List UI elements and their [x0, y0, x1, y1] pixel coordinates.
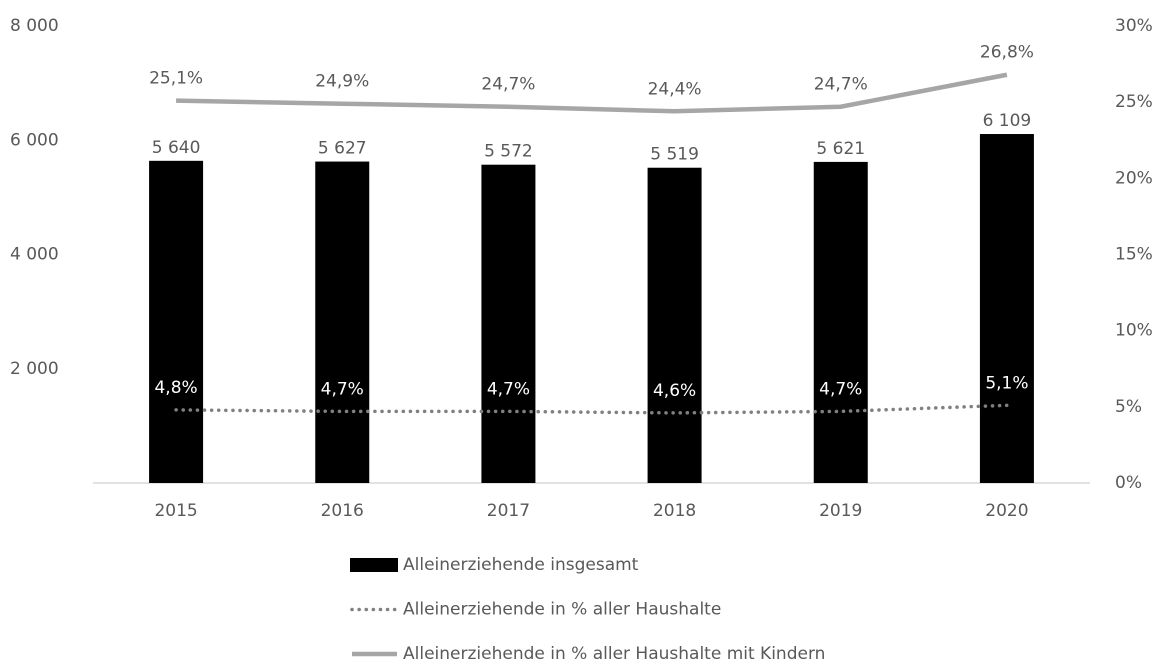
legend-label: Alleinerziehende insgesamt	[403, 555, 639, 575]
y2-tick-label: 0%	[1115, 473, 1142, 493]
legend-label: Alleinerziehende in % aller Haushalte mi…	[403, 644, 825, 664]
line-value-label: 4,6%	[653, 381, 696, 401]
line-value-label: 4,7%	[321, 379, 364, 399]
bar-value-label: 5 627	[318, 139, 367, 159]
x-tick-label: 2018	[653, 501, 696, 521]
line-value-label: 24,7%	[814, 75, 868, 95]
x-tick-label: 2015	[154, 501, 197, 521]
line-value-label: 24,9%	[315, 72, 369, 92]
y2-tick-label: 20%	[1115, 168, 1153, 188]
bar-value-label: 6 109	[983, 111, 1032, 131]
y-tick-label: 4 000	[10, 245, 59, 265]
bar-value-label: 5 640	[152, 138, 201, 158]
line-value-label: 5,1%	[985, 373, 1028, 393]
bar	[979, 134, 1034, 483]
x-tick-label: 2017	[487, 501, 530, 521]
y2-tick-label: 10%	[1115, 321, 1153, 341]
y2-tick-label: 5%	[1115, 397, 1142, 417]
y2-tick-label: 30%	[1115, 16, 1153, 36]
line	[176, 72, 1008, 114]
x-tick-label: 2016	[321, 501, 364, 521]
legend-swatch	[350, 558, 398, 572]
legend-label: Alleinerziehende in % aller Haushalte	[403, 600, 721, 620]
y2-tick-label: 25%	[1115, 92, 1153, 112]
bar-value-label: 5 621	[816, 139, 865, 159]
bar-value-label: 5 572	[484, 142, 533, 162]
line-value-label: 24,7%	[481, 75, 535, 95]
line	[174, 403, 1009, 415]
x-tick-label: 2020	[985, 501, 1028, 521]
bar	[813, 161, 868, 483]
line-value-label: 4,8%	[154, 378, 197, 398]
y2-tick-label: 15%	[1115, 245, 1153, 265]
y-tick-label: 8 000	[10, 16, 59, 36]
bar	[647, 167, 702, 484]
bar	[315, 161, 370, 484]
line-value-label: 25,1%	[149, 69, 203, 89]
line-value-label: 4,7%	[819, 379, 862, 399]
y-tick-label: 6 000	[10, 130, 59, 150]
x-tick-label: 2019	[819, 501, 862, 521]
bar-value-label: 5 519	[650, 145, 699, 165]
bar	[481, 164, 536, 483]
line-value-label: 4,7%	[487, 379, 530, 399]
bar	[149, 160, 204, 483]
line-value-label: 26,8%	[980, 43, 1034, 63]
y-tick-label: 2 000	[10, 359, 59, 379]
line-value-label: 24,4%	[648, 79, 702, 99]
